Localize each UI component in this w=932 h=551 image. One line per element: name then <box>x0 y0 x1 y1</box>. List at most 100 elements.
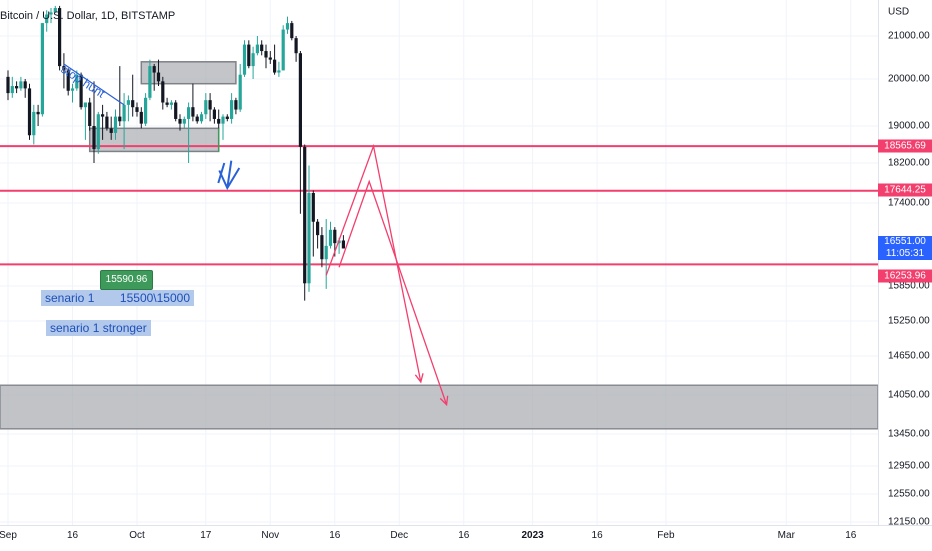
chart-canvas[interactable] <box>0 0 878 525</box>
candle-body <box>27 88 32 136</box>
candle-body <box>260 44 264 52</box>
candle-countdown: 11:05:31 <box>885 248 925 259</box>
candle-body <box>62 66 66 71</box>
candle-body <box>144 97 148 124</box>
time-tick-label: 16 <box>591 530 603 541</box>
price-tick-label: 18200.00 <box>888 157 930 169</box>
candle-body <box>109 128 113 133</box>
candle-body <box>294 38 298 54</box>
candle-body <box>113 116 118 133</box>
candle-body <box>217 118 221 124</box>
resistance-zone <box>140 61 237 85</box>
candle-body <box>148 66 152 98</box>
candle-body <box>161 81 165 103</box>
candle-body <box>45 14 49 24</box>
candle-body <box>101 114 105 117</box>
candle-body <box>307 193 311 284</box>
candle-body <box>58 8 62 67</box>
currency-label: USD <box>888 6 910 18</box>
candle-body <box>242 44 247 75</box>
candle-body <box>19 81 23 89</box>
price-tag-level-upper: 18565.69 <box>878 139 932 153</box>
candle-body <box>40 23 44 115</box>
price-tick-label: 17400.00 <box>888 197 930 209</box>
price-tag-level-mid: 17644.25 <box>878 183 932 197</box>
candle-body <box>285 23 290 30</box>
candle-body <box>122 104 126 122</box>
candle-body <box>273 59 277 73</box>
price-tick-label: 12950.00 <box>888 460 930 472</box>
time-tick-label: Sep <box>0 530 17 541</box>
time-tick-label: Mar <box>777 530 795 541</box>
time-tick-label: Nov <box>261 530 280 541</box>
scenario-projection-arrow-stronger <box>338 179 448 405</box>
candle-body <box>174 102 178 119</box>
scenario-projection-arrow <box>325 143 422 383</box>
candle-body <box>15 86 19 89</box>
price-tick-label: 15850.00 <box>888 280 930 292</box>
scenario-1-target: 15500\15000 <box>119 291 190 305</box>
candle-body <box>32 111 36 136</box>
price-tick-label: 12550.00 <box>888 488 930 500</box>
candle-body <box>195 116 199 122</box>
candle-body <box>165 102 169 105</box>
candle-body <box>247 44 251 67</box>
candle-body <box>324 245 328 260</box>
price-badge-green[interactable]: 15590.96 <box>100 270 153 290</box>
candle-body <box>251 53 255 67</box>
candle-body <box>156 72 161 82</box>
scenario-1-label: senario 1 <box>45 291 95 305</box>
candle-body <box>225 116 229 119</box>
time-tick-label: 2023 <box>521 530 544 541</box>
candle-body <box>303 146 307 284</box>
candle-body <box>49 12 53 15</box>
candle-body <box>333 229 337 244</box>
price-tick-label: 12150.00 <box>888 516 930 528</box>
scenario-1-stronger-box[interactable]: senario 1 stronger <box>46 320 151 336</box>
support-zone <box>88 127 220 153</box>
candle-body <box>234 100 238 110</box>
candle-body <box>36 111 40 115</box>
candle-body <box>230 100 234 119</box>
price-tick-label: 20000.00 <box>888 73 930 85</box>
candle-body <box>126 100 130 105</box>
price-tick-label: 21000.00 <box>888 30 930 42</box>
current-price-value: 16551.00 <box>884 236 926 247</box>
scenario-1-box[interactable]: senario 1 15500\15000 <box>41 290 194 306</box>
time-tick-label: Dec <box>390 530 409 541</box>
candle-body <box>187 107 191 119</box>
scenario-arrow-blue <box>217 160 241 191</box>
time-tick-label: 17 <box>200 530 212 541</box>
candle-body <box>311 193 315 222</box>
candle-body <box>152 66 156 73</box>
candle-body <box>70 88 75 91</box>
candle-body <box>53 8 57 13</box>
candle-body <box>105 116 109 129</box>
candle-body <box>341 240 345 249</box>
price-tag-current: 16551.00 11:05:31 <box>878 236 932 260</box>
candle-body <box>316 221 320 236</box>
candle-body <box>277 70 281 73</box>
candle-body <box>204 100 208 115</box>
price-tick-label: 13450.00 <box>888 428 930 440</box>
price-axis[interactable] <box>878 0 932 525</box>
chart-background <box>0 0 878 525</box>
candle-body <box>191 107 195 117</box>
candle-body <box>23 81 27 89</box>
candle-body <box>139 111 143 124</box>
candle-body <box>131 100 135 108</box>
candle-body <box>83 102 87 108</box>
candle-body <box>182 118 186 124</box>
scenario-projection-arrow-stronger-head <box>439 395 449 407</box>
price-tick-label: 19000.00 <box>888 120 930 132</box>
candle-body <box>199 114 204 122</box>
candle-body <box>88 102 92 126</box>
candle-body <box>10 86 14 94</box>
time-axis[interactable] <box>0 525 932 551</box>
candle-body <box>118 116 122 122</box>
candle-body <box>96 114 100 150</box>
time-tick-label: 16 <box>66 530 79 541</box>
candle-body <box>255 44 259 54</box>
candle-body <box>6 76 10 94</box>
